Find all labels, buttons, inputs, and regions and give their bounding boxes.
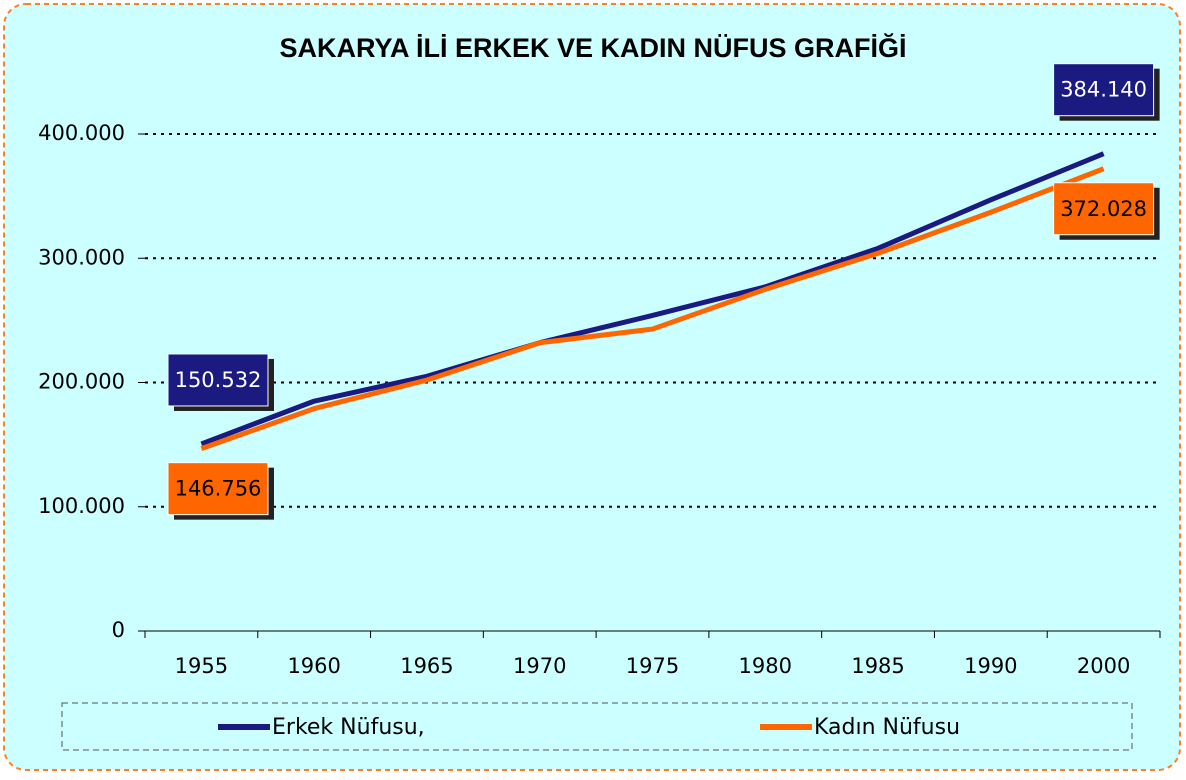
label-box bbox=[167, 462, 269, 516]
data-label: 150.532 bbox=[175, 368, 262, 392]
series-line bbox=[200, 166, 1105, 452]
x-tick-label: 1960 bbox=[287, 654, 340, 678]
x-tick-label: 1985 bbox=[851, 654, 904, 678]
x-tick-label: 1990 bbox=[964, 654, 1017, 678]
x-tick-label: 1980 bbox=[739, 654, 792, 678]
legend-label: Kadın Nüfusu bbox=[814, 715, 960, 740]
legend-box bbox=[61, 702, 1133, 751]
x-tick-label: 2000 bbox=[1077, 654, 1130, 678]
x-tick-label: 1965 bbox=[400, 654, 453, 678]
label-box bbox=[1053, 182, 1155, 236]
legend-label: Erkek Nüfusu, bbox=[272, 715, 425, 740]
label-box bbox=[1053, 63, 1155, 117]
y-tick-label: 200.000 bbox=[38, 370, 125, 394]
label-box bbox=[167, 353, 269, 407]
data-label: 372.028 bbox=[1060, 197, 1147, 221]
x-tick-label: 1955 bbox=[175, 654, 228, 678]
chart-background bbox=[3, 3, 1181, 771]
chart-title: SAKARYA İLİ ERKEK VE KADIN NÜFUS GRAFİĞİ bbox=[279, 32, 906, 63]
y-tick-label: 0 bbox=[112, 618, 125, 642]
y-tick-label: 300.000 bbox=[38, 245, 125, 269]
y-tick-label: 100.000 bbox=[38, 494, 125, 518]
data-label: 146.756 bbox=[175, 477, 262, 501]
x-tick-label: 1975 bbox=[626, 654, 679, 678]
y-tick-label: 400.000 bbox=[38, 121, 125, 145]
data-label: 384.140 bbox=[1060, 78, 1147, 102]
series-line bbox=[200, 151, 1105, 447]
x-tick-label: 1970 bbox=[513, 654, 566, 678]
